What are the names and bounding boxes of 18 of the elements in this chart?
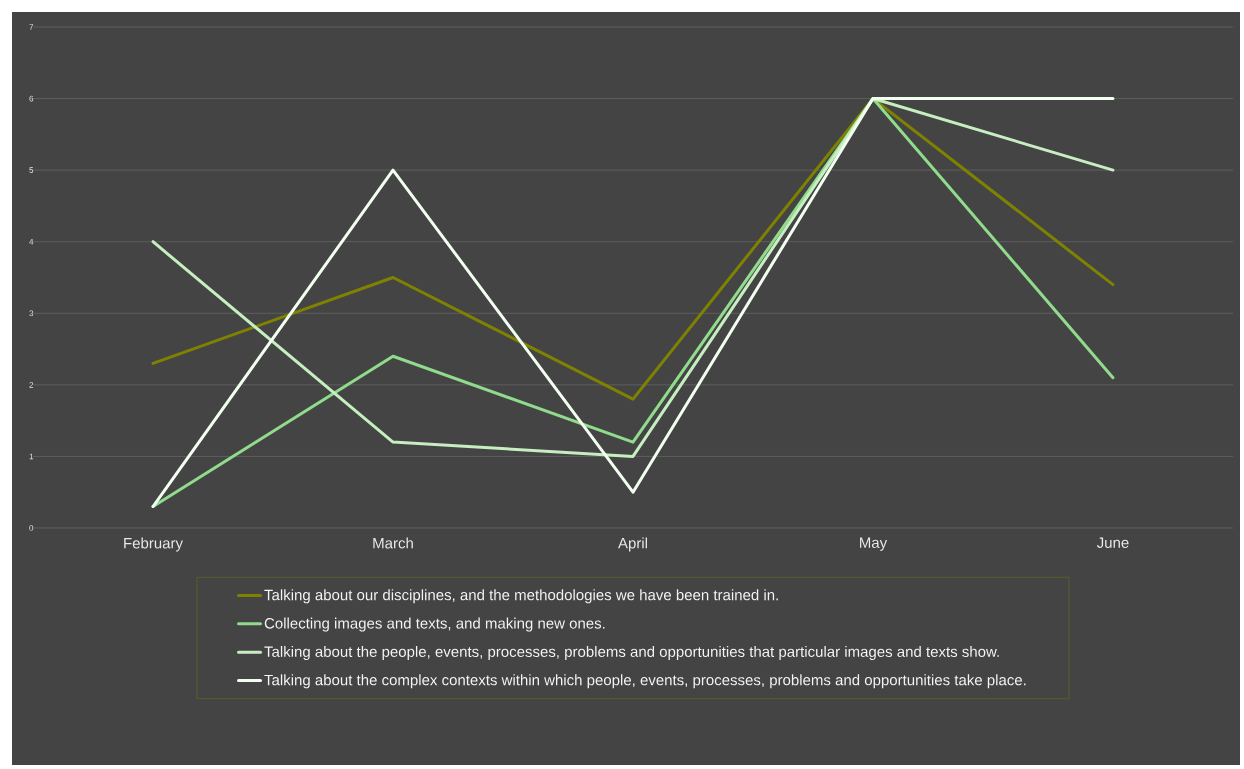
y-tick-label: 4 <box>29 238 34 245</box>
x-tick-label: February <box>124 537 183 552</box>
y-tick-label: 0 <box>29 525 34 531</box>
y-tick-label: 5 <box>29 167 34 173</box>
legend-label: Talking about our disciplines, and the methodologies we have been trained in. <box>264 589 778 604</box>
y-tick-label: 1 <box>29 453 34 460</box>
legend-label: Talking about the complex contexts within which people, events, processes, problems and opportunities take place. <box>264 674 1026 689</box>
legend-label: Talking about the people, events, processes, problems and opportunities that particular images and texts show. <box>264 645 999 660</box>
x-tick-label: March <box>373 537 413 549</box>
y-tick-label: 3 <box>29 310 34 317</box>
y-tick-label: 7 <box>29 24 34 30</box>
y-tick-label: 6 <box>29 95 34 102</box>
y-tick-label: 2 <box>29 382 34 388</box>
legend-label: Collecting images and texts, and making new ones. <box>264 617 605 632</box>
x-tick-label: May <box>860 537 888 551</box>
x-tick-label: June <box>1096 537 1129 548</box>
line-series <box>151 97 1115 401</box>
x-tick-label: April <box>618 537 647 552</box>
